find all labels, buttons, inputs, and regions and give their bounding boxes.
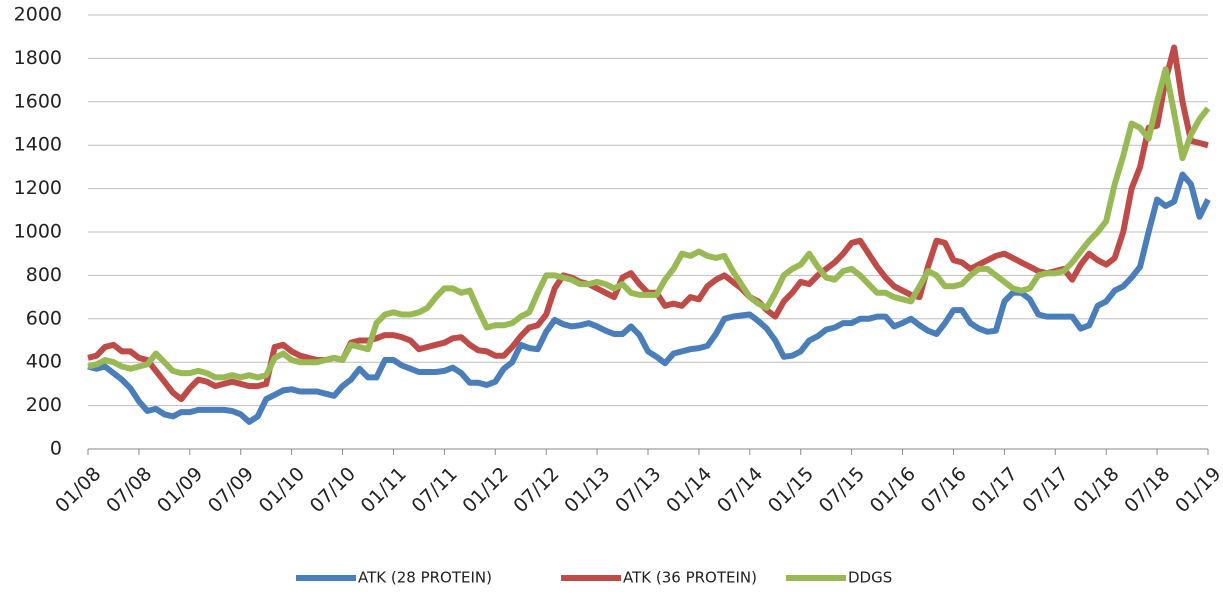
x-tick-label: 01/17 [968, 463, 1022, 517]
x-tick-label: 07/13 [611, 463, 665, 517]
x-tick-label: 07/15 [815, 463, 869, 517]
y-tick-label: 2000 [14, 4, 62, 26]
x-tick-label: 07/09 [204, 463, 258, 517]
series-line [87, 66, 1211, 381]
legend-label: DDGS [848, 569, 892, 587]
x-tick-label: 07/10 [306, 463, 360, 517]
x-tick-label: 01/15 [764, 463, 818, 517]
x-tick-label: 07/14 [713, 463, 767, 517]
y-tick-label: 1200 [14, 177, 62, 199]
y-tick-label: 400 [26, 351, 62, 373]
x-tick-label: 01/10 [255, 463, 309, 517]
y-tick-label: 1000 [14, 221, 62, 243]
x-tick-label: 07/18 [1120, 463, 1174, 517]
legend-label: ATK (36 PROTEIN) [623, 569, 757, 587]
y-tick-label: 1600 [14, 90, 62, 112]
x-tick-label: 07/08 [102, 463, 156, 517]
x-tick-label: 01/09 [153, 463, 207, 517]
y-tick-label: 200 [26, 394, 62, 416]
x-tick-label: 01/12 [458, 463, 512, 517]
y-tick-label: 0 [50, 438, 62, 460]
x-tick-label: 01/18 [1069, 463, 1123, 517]
x-tick-label: 01/19 [1171, 463, 1223, 517]
x-tick-label: 07/11 [408, 463, 462, 517]
y-tick-label: 1800 [14, 47, 62, 69]
x-tick-label: 01/14 [662, 463, 716, 517]
x-tick-label: 07/17 [1018, 463, 1072, 517]
legend-label: ATK (28 PROTEIN) [358, 569, 492, 587]
x-tick-label: 01/08 [51, 463, 105, 517]
x-tick-label: 07/12 [509, 463, 563, 517]
y-tick-label: 1400 [14, 134, 62, 156]
x-tick-label: 01/11 [357, 463, 411, 517]
y-tick-label: 800 [26, 264, 62, 286]
x-tick-label: 01/13 [560, 463, 614, 517]
x-tick-label: 07/16 [917, 463, 971, 517]
x-tick-label: 01/16 [866, 463, 920, 517]
y-tick-label: 600 [26, 307, 62, 329]
